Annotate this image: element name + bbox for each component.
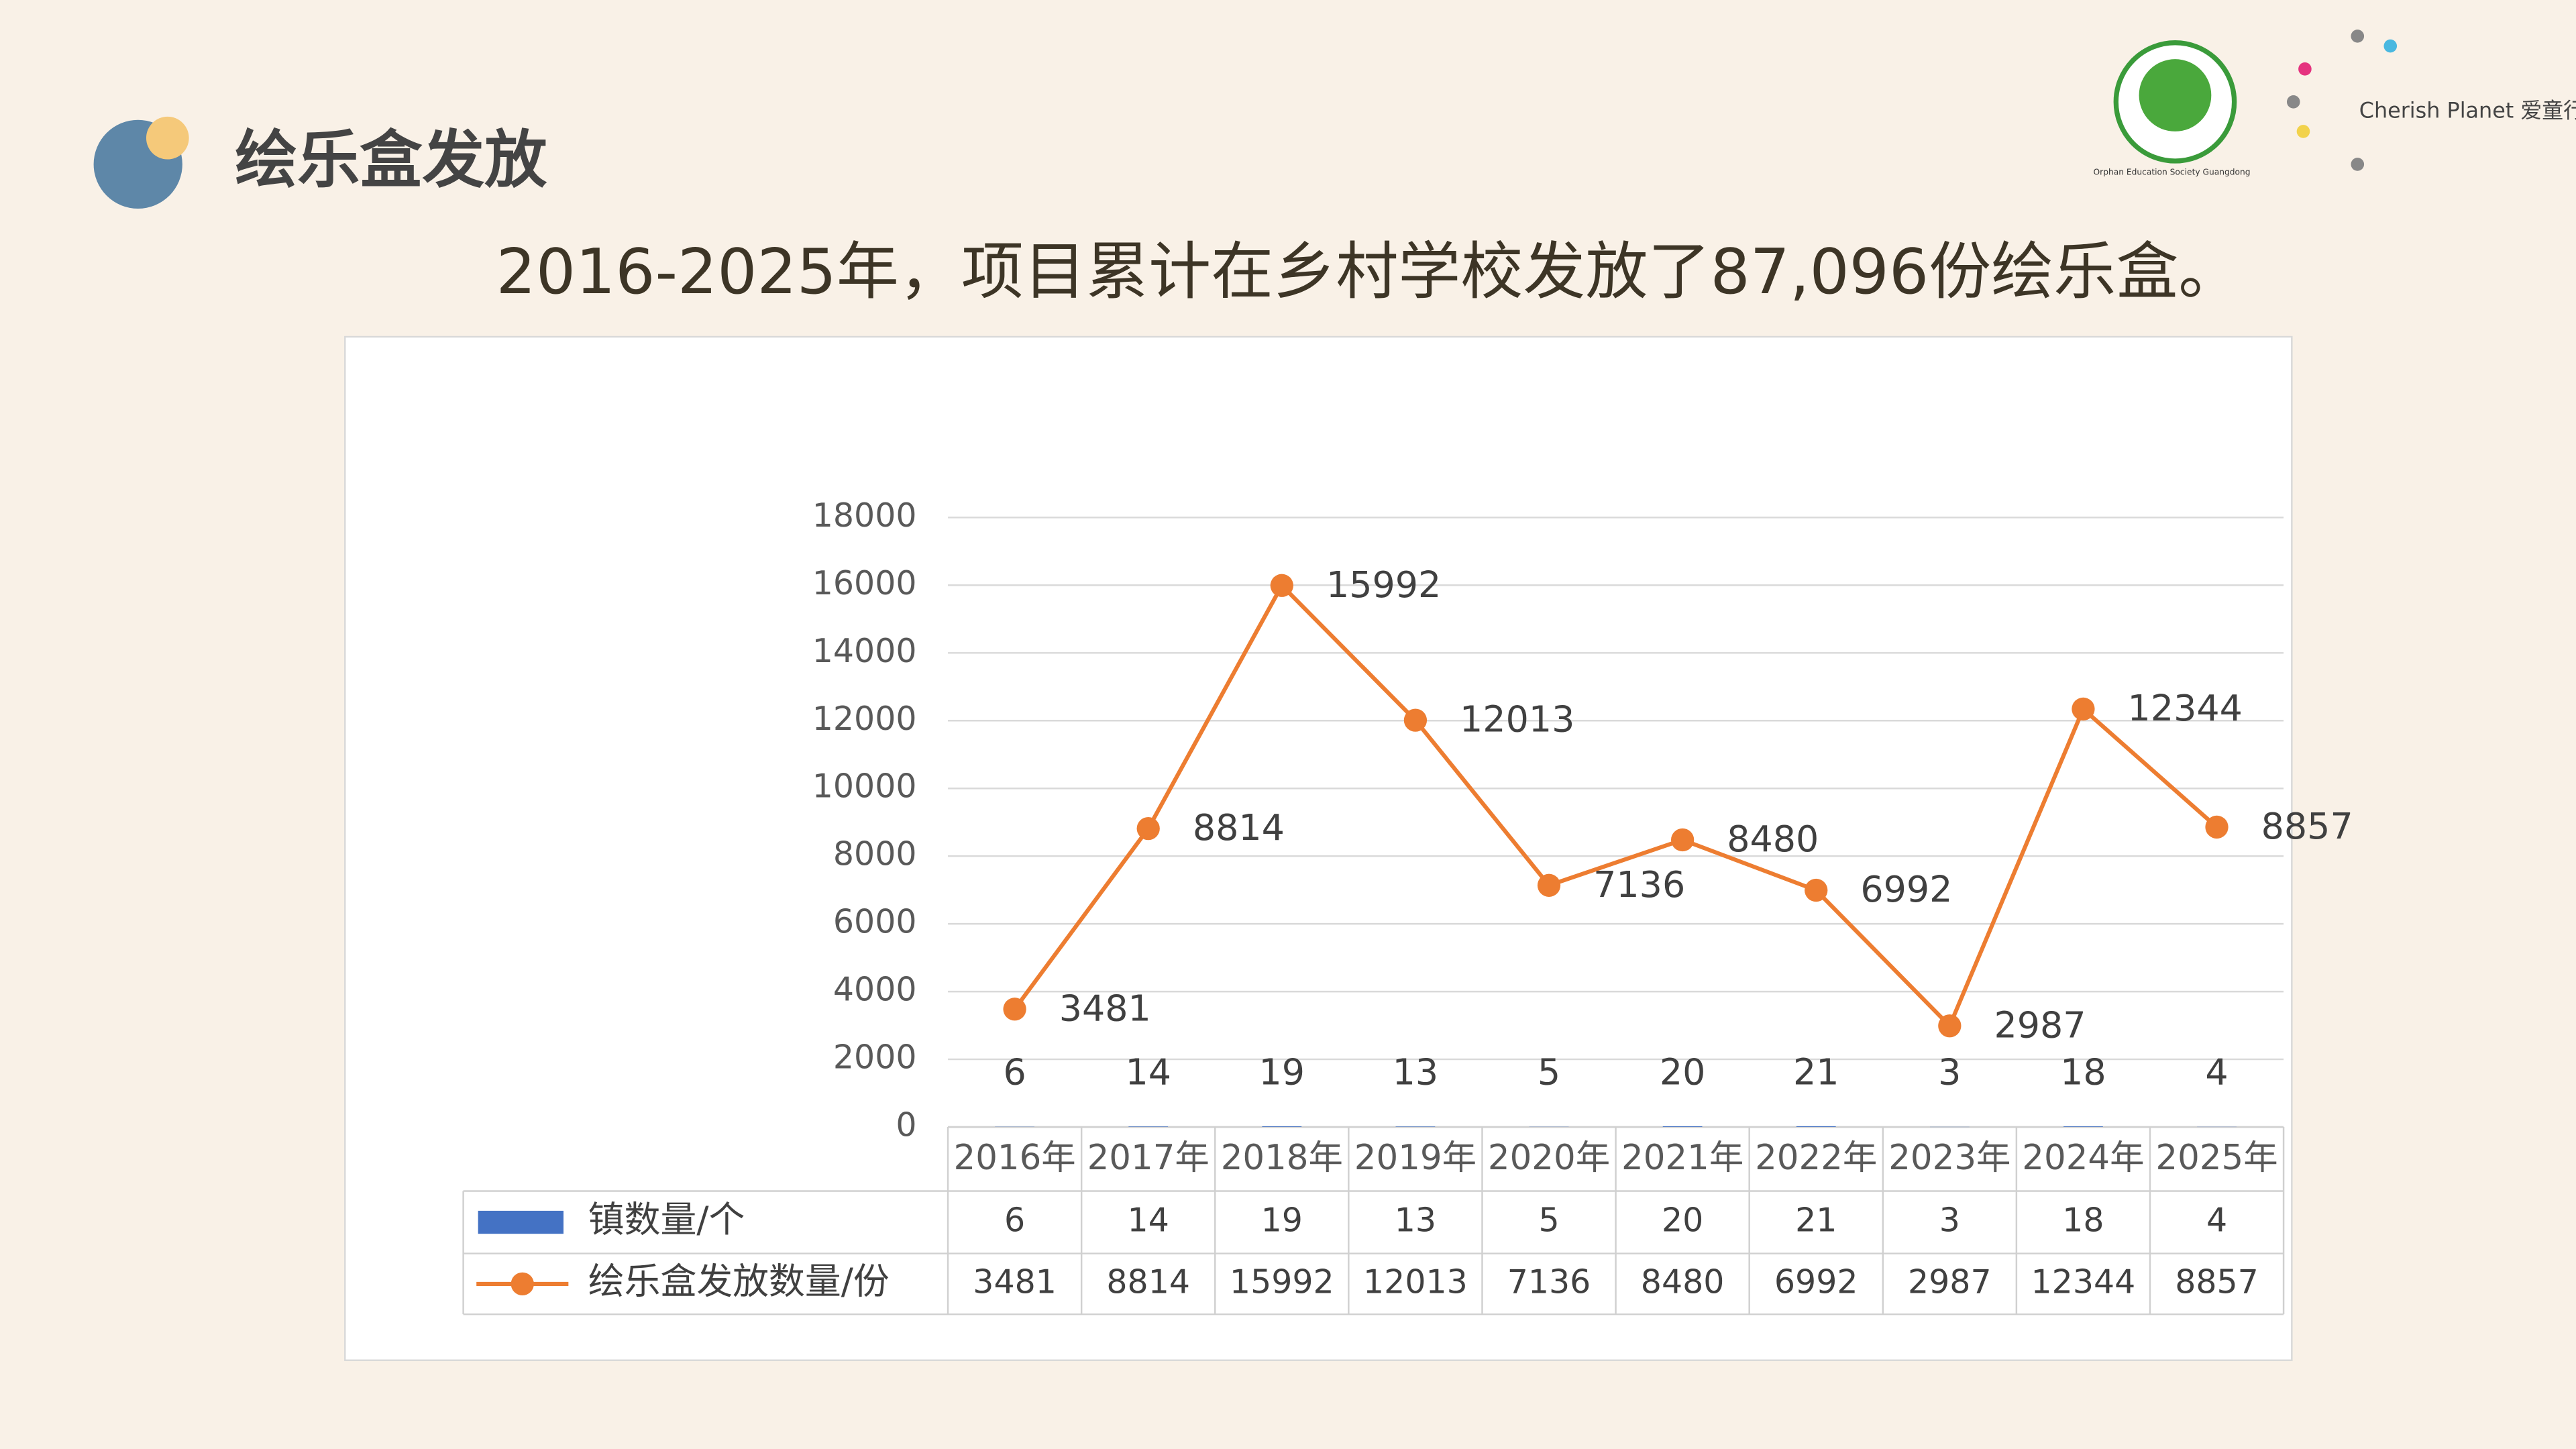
line-label: 12013 xyxy=(1460,698,1574,741)
y-tick-label: 10000 xyxy=(812,767,917,806)
bar-label: 18 xyxy=(2060,1051,2106,1093)
line-marker xyxy=(1537,873,1561,897)
legend-label: 镇数量/个 xyxy=(588,1199,745,1241)
line-label: 3481 xyxy=(1059,987,1151,1029)
y-tick-label: 4000 xyxy=(833,971,917,1009)
logo-dot xyxy=(2298,62,2312,76)
table-cell: 13 xyxy=(1395,1201,1436,1240)
bar-label: 20 xyxy=(1660,1051,1706,1093)
line-marker xyxy=(2205,815,2229,839)
bar-label: 5 xyxy=(1538,1051,1560,1093)
y-tick-label: 0 xyxy=(896,1106,916,1144)
line-marker xyxy=(1938,1014,1962,1038)
legend-label: 绘乐盒发放数量/份 xyxy=(588,1260,890,1303)
logo-text: Orphan Education Society Guangdong xyxy=(2094,168,2251,177)
line xyxy=(1013,582,2218,1030)
table-cell: 3481 xyxy=(973,1263,1057,1301)
chart-frame xyxy=(344,335,2293,1361)
x-tick-label: 2021年 xyxy=(1621,1138,1743,1178)
legend-swatch xyxy=(478,1210,564,1234)
slide-subtitle: 2016-2025年，项目累计在乡村学校发放了87,096份绘乐盒。 xyxy=(496,235,2241,308)
table-cell: 20 xyxy=(1662,1201,1703,1240)
line-label: 8814 xyxy=(1193,806,1285,849)
logo-dot xyxy=(2286,95,2300,109)
x-tick-label: 2023年 xyxy=(1888,1138,2010,1178)
y-tick-label: 2000 xyxy=(833,1038,917,1077)
x-tick-label: 2025年 xyxy=(2155,1138,2277,1178)
bar xyxy=(1395,1126,1436,1127)
line-label: 15992 xyxy=(1326,564,1441,606)
table-cell: 2987 xyxy=(1908,1263,1992,1301)
x-tick-label: 2022年 xyxy=(1755,1138,1877,1178)
x-tick-label: 2017年 xyxy=(1087,1138,1210,1178)
table-cell: 12013 xyxy=(1363,1263,1468,1301)
logo-dot xyxy=(2296,125,2310,138)
table-cell: 8480 xyxy=(1641,1263,1725,1301)
table-cell: 8814 xyxy=(1106,1263,1190,1301)
table-cell: 3 xyxy=(1939,1201,1960,1240)
logo-dot xyxy=(2351,30,2365,43)
table-cell: 12344 xyxy=(2031,1263,2136,1301)
table-cell: 5 xyxy=(1538,1201,1559,1240)
logo-text: Cherish Planet 爱童行 xyxy=(2359,98,2576,123)
x-tick-label: 2016年 xyxy=(953,1138,1075,1178)
line-marker xyxy=(1136,816,1160,841)
line-marker xyxy=(1670,828,1695,852)
line-label: 7136 xyxy=(1593,863,1685,906)
table-cell: 18 xyxy=(2062,1201,2104,1240)
y-tick-label: 14000 xyxy=(812,632,917,670)
bar-label: 13 xyxy=(1393,1051,1439,1093)
line-marker xyxy=(1270,574,1293,597)
bar xyxy=(1796,1126,1836,1127)
bar-label: 19 xyxy=(1259,1051,1305,1093)
table-cell: 21 xyxy=(1795,1201,1837,1240)
line-marker xyxy=(1403,708,1428,732)
line-label: 8857 xyxy=(2261,805,2353,847)
bar-label: 3 xyxy=(1938,1051,1961,1093)
table-cell: 8857 xyxy=(2175,1263,2259,1301)
y-tick-label: 16000 xyxy=(812,564,917,602)
society-logo: Orphan Education Society Guangdong xyxy=(2094,40,2251,177)
line-marker xyxy=(2072,697,2095,721)
table-cell: 6992 xyxy=(1774,1263,1858,1301)
bar-label: 14 xyxy=(1125,1051,1171,1093)
bar xyxy=(1128,1126,1169,1127)
bar-label: 6 xyxy=(1003,1051,1026,1093)
line-label: 6992 xyxy=(1860,868,1952,910)
title-icon-dot xyxy=(146,116,189,160)
planet-logo: Cherish Planet 爱童行 xyxy=(2286,30,2576,171)
legend-swatch xyxy=(511,1272,534,1296)
bar xyxy=(1262,1126,1302,1127)
x-tick-label: 2024年 xyxy=(2022,1138,2144,1178)
logo-center xyxy=(2139,59,2212,131)
x-tick-label: 2020年 xyxy=(1488,1138,1610,1178)
bar-label: 21 xyxy=(1793,1051,1839,1093)
y-tick-label: 6000 xyxy=(833,903,917,941)
x-tick-label: 2019年 xyxy=(1354,1138,1477,1178)
y-tick-label: 12000 xyxy=(812,700,917,738)
line-label: 8480 xyxy=(1727,818,1819,860)
line-label: 2987 xyxy=(1994,1004,2086,1046)
logo-dot xyxy=(2351,158,2365,171)
x-tick-label: 2018年 xyxy=(1221,1138,1343,1178)
bar xyxy=(2063,1126,2103,1127)
chart: 0 2000 4000 6000 8000 10000 12000 14000 16000 180… xyxy=(462,496,2353,1316)
table-cell: 7136 xyxy=(1507,1263,1591,1301)
bar xyxy=(1662,1126,1703,1127)
slide-title: 绘乐盒发放 xyxy=(235,123,547,196)
table-cell: 6 xyxy=(1004,1201,1025,1240)
y-tick-label: 18000 xyxy=(812,496,917,535)
table-cell: 4 xyxy=(2206,1201,2227,1240)
line-marker xyxy=(1003,998,1026,1021)
table-cell: 19 xyxy=(1261,1201,1303,1240)
table-cell: 14 xyxy=(1128,1201,1169,1240)
y-tick-label: 8000 xyxy=(833,835,917,873)
table-cell: 15992 xyxy=(1230,1263,1334,1301)
line-marker xyxy=(1805,878,1828,902)
bar-label: 4 xyxy=(2205,1051,2228,1093)
logo-dot xyxy=(2383,39,2398,53)
line-label: 12344 xyxy=(2128,687,2243,729)
